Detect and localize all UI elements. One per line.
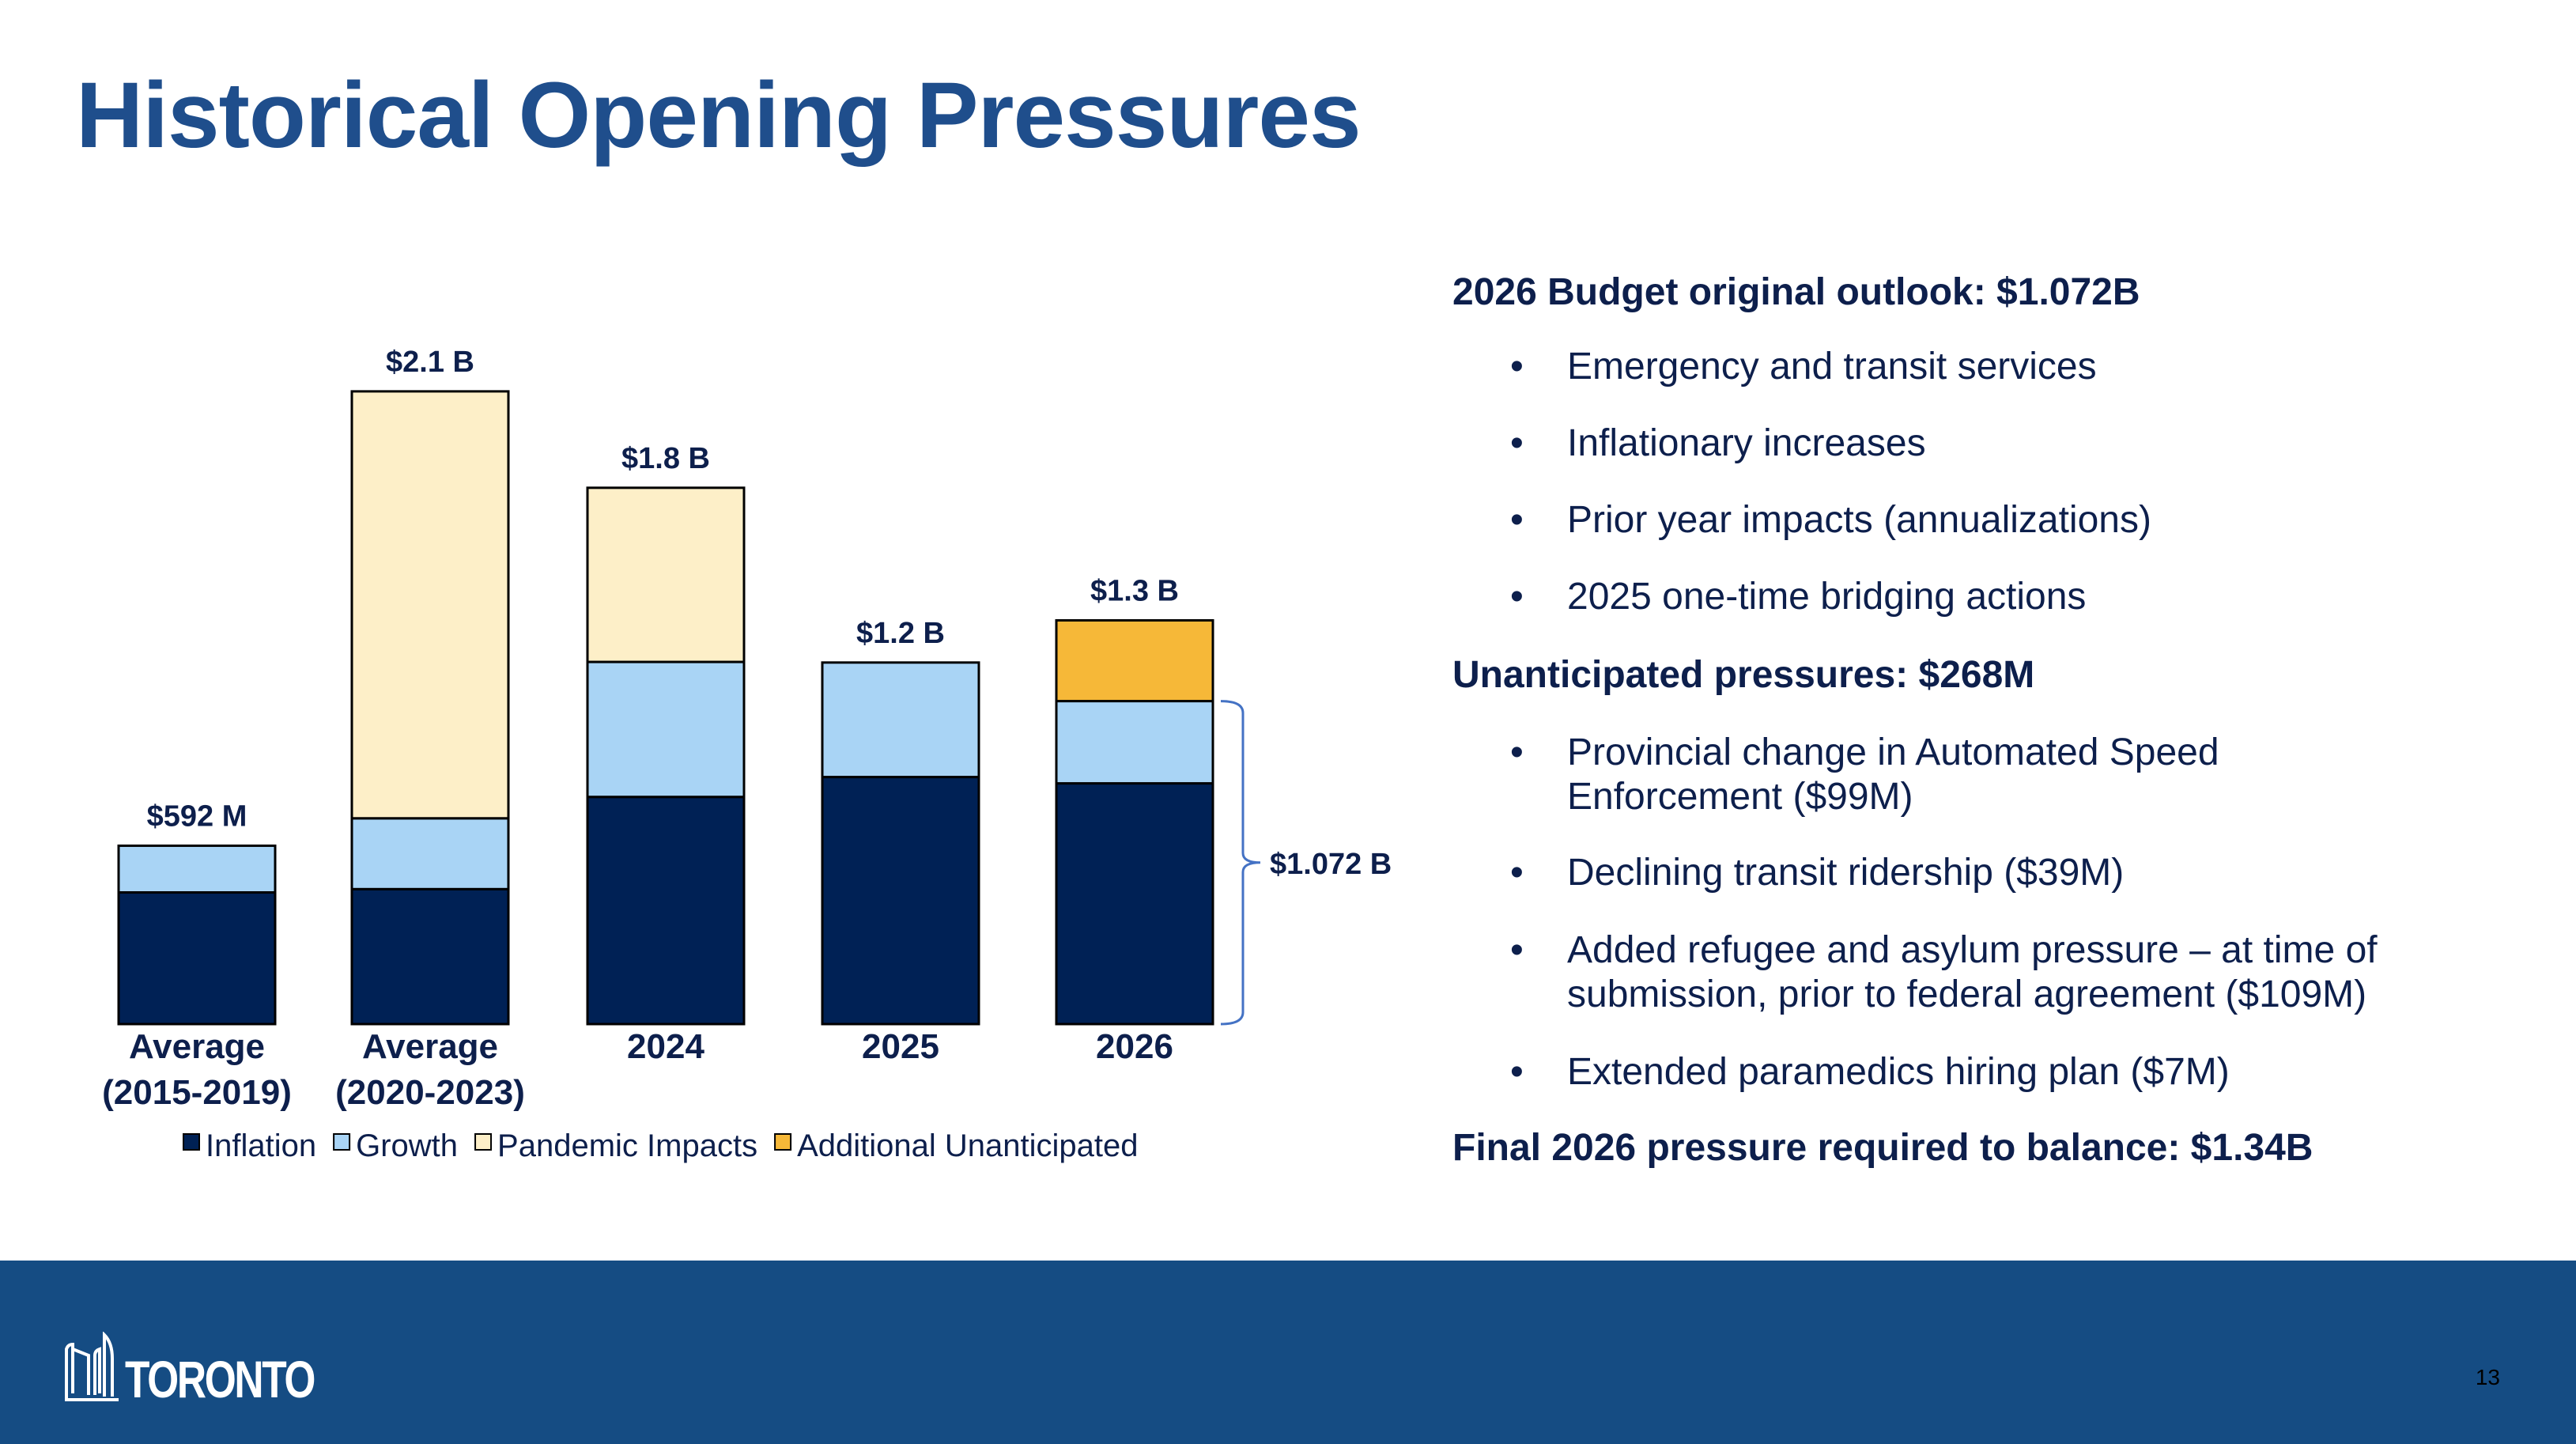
bullet-dot: • <box>1510 929 1524 971</box>
bar-total-label: $1.8 B <box>621 442 710 475</box>
bar-segment-growth <box>586 660 746 799</box>
bar-segment-additional-unanticipated <box>1055 618 1214 703</box>
city-hall-icon <box>65 1332 119 1401</box>
bar-segment-inflation <box>117 891 277 1026</box>
legend-label: Pandemic Impacts <box>497 1128 757 1163</box>
bullet-item: • Provincial change in Automated Speed En… <box>1510 731 2301 819</box>
bar-segment-growth <box>821 661 980 779</box>
bullet-dot: • <box>1510 422 1524 464</box>
bar-total-label: $592 M <box>147 799 247 833</box>
x-tick-label: (2020-2023) <box>335 1073 525 1112</box>
bar-segment-inflation <box>350 887 510 1026</box>
bar-total-label: $1.2 B <box>856 617 945 650</box>
bullet-text: Extended paramedics hiring plan ($7M) <box>1567 1051 2230 1093</box>
x-tick-label: 2025 <box>862 1027 939 1066</box>
bullet-text: Prior year impacts (annualizations) <box>1567 499 2151 541</box>
bullet-text: 2025 one-time bridging actions <box>1567 576 2087 618</box>
x-tick-label: Average <box>362 1027 498 1066</box>
bar-segment-growth <box>1055 700 1214 785</box>
bullet-text: Declining transit ridership ($39M) <box>1567 852 2125 894</box>
bullet-dot: • <box>1510 731 1524 773</box>
heading-final-pressure: Final 2026 pressure required to balance:… <box>1452 1127 2313 1169</box>
bullet-item: • Emergency and transit services <box>1510 345 2538 389</box>
bar-segment-inflation <box>1055 782 1214 1026</box>
bar-total-label: $1.3 B <box>1090 574 1179 607</box>
bar-segment-inflation <box>821 776 980 1026</box>
bullet-text: Provincial change in Automated Speed Enf… <box>1567 731 2219 818</box>
legend-swatch <box>183 1133 200 1151</box>
annotation-label: $1.072 B <box>1270 848 1392 881</box>
heading-original-outlook: 2026 Budget original outlook: $1.072B <box>1452 271 2140 313</box>
stacked-bar-chart: $592 M Average (2015-2019) $2.1 B Average (20… <box>102 346 1392 1163</box>
bar-segment-pandemic-impacts <box>586 486 746 663</box>
x-tick-label: (2015-2019) <box>102 1073 292 1112</box>
bullet-item: • Added refugee and asylum pressure – at … <box>1510 928 2443 1017</box>
bullet-item: • Declining transit ridership ($39M) <box>1510 851 2538 895</box>
bullet-item: • Extended paramedics hiring plan ($7M) <box>1510 1050 2538 1094</box>
legend-swatch <box>774 1133 792 1151</box>
bullet-item: • 2025 one-time bridging actions <box>1510 575 2538 619</box>
footer-bar: TORONTO 13 <box>0 1261 2576 1444</box>
bullet-text: Inflationary increases <box>1567 422 1926 464</box>
legend-swatch <box>474 1133 493 1151</box>
legend-swatch <box>333 1133 351 1151</box>
page-title: Historical Opening Pressures <box>76 63 1362 168</box>
bullet-item: • Prior year impacts (annualizations) <box>1510 498 2538 542</box>
heading-unanticipated: Unanticipated pressures: $268M <box>1452 654 2035 696</box>
x-tick-label: 2024 <box>627 1027 704 1066</box>
toronto-logo: TORONTO <box>63 1332 368 1408</box>
legend-label: Inflation <box>206 1128 316 1163</box>
bar-segment-pandemic-impacts <box>350 390 510 820</box>
bullet-dot: • <box>1510 852 1524 894</box>
bullet-text: Emergency and transit services <box>1567 346 2097 387</box>
bullet-dot: • <box>1510 499 1524 541</box>
bullet-item: • Inflationary increases <box>1510 421 2538 466</box>
logo-wordmark: TORONTO <box>125 1350 315 1408</box>
bullet-dot: • <box>1510 1051 1524 1093</box>
x-tick-label: 2026 <box>1096 1027 1173 1066</box>
brace-annotation <box>1220 700 1261 1026</box>
bullet-text: Added refugee and asylum pressure – at t… <box>1567 929 2378 1015</box>
bar-segment-growth <box>117 844 277 894</box>
bar-segment-inflation <box>586 796 746 1026</box>
bar-segment-growth <box>350 817 510 890</box>
x-tick-label: Average <box>129 1027 265 1066</box>
page-number: 13 <box>2475 1365 2500 1389</box>
bar-total-label: $2.1 B <box>386 346 474 379</box>
bullet-dot: • <box>1510 346 1524 387</box>
legend-label: Additional Unanticipated <box>797 1128 1138 1163</box>
legend-label: Growth <box>356 1128 458 1163</box>
bullet-dot: • <box>1510 576 1524 618</box>
